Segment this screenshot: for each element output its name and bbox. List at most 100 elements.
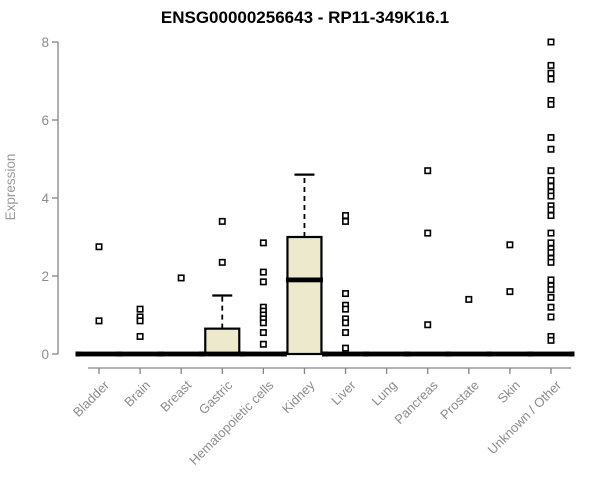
outlier-point [547, 258, 555, 266]
outlier-point [259, 340, 267, 348]
box-group [239, 239, 287, 357]
staple-mark [486, 351, 492, 357]
outlier-point [547, 313, 555, 321]
median-bar [285, 277, 323, 283]
outlier-point [547, 69, 555, 77]
outlier-point [342, 344, 350, 352]
staple-mark [116, 351, 122, 357]
category-label: Prostate [437, 378, 482, 423]
outlier-point [218, 258, 226, 266]
box-rect [204, 327, 241, 356]
outlier-point [547, 38, 555, 46]
y-tick-label: 8 [41, 35, 49, 50]
outlier-point [259, 278, 267, 286]
outlier-point [342, 290, 350, 298]
median-bar [162, 351, 200, 357]
staple-mark [239, 351, 245, 357]
box-rect [286, 235, 323, 356]
outlier-point [259, 268, 267, 276]
outlier-point [547, 182, 555, 190]
category-label: Skin [495, 378, 523, 406]
outlier-point [259, 319, 267, 327]
median-bar [121, 351, 159, 357]
staple-mark [157, 351, 163, 357]
staple-mark [404, 351, 410, 357]
outlier-point [547, 276, 555, 284]
outlier-point [465, 295, 473, 303]
outlier-point [547, 303, 555, 311]
staple-mark [445, 351, 451, 357]
y-tick-label: 6 [41, 113, 49, 128]
outlier-point [547, 176, 555, 184]
staple-mark [322, 351, 328, 357]
outlier-point [547, 75, 555, 83]
outlier-point [342, 329, 350, 337]
outlier-point [342, 319, 350, 327]
outlier-point [547, 336, 555, 344]
median-bar [409, 351, 447, 357]
staple-mark [198, 351, 204, 357]
outlier-point [342, 212, 350, 220]
outlier-point [547, 61, 555, 69]
staple-mark [569, 351, 575, 357]
outlier-point [547, 206, 555, 214]
box-group [404, 167, 452, 357]
box-group [116, 305, 164, 357]
box-group [198, 217, 246, 357]
outlier-point [547, 192, 555, 200]
outlier-point [547, 239, 555, 247]
outlier-point [547, 145, 555, 153]
category-label: Kidney [279, 377, 318, 416]
category-label: Breast [157, 377, 194, 414]
y-axis-label: Expression [3, 154, 18, 221]
median-bar [532, 351, 570, 357]
outlier-point [136, 332, 144, 340]
median-bar [203, 351, 241, 357]
y-axis: 0 2 4 6 8 [41, 35, 59, 362]
category-label: Gastric [196, 377, 236, 417]
outlier-point [547, 286, 555, 294]
outlier-point [547, 134, 555, 142]
outlier-point [547, 229, 555, 237]
category-label: Brain [121, 378, 153, 410]
median-bar [327, 351, 365, 357]
outlier-point [259, 239, 267, 247]
chart-title: ENSG00000256643 - RP11-349K16.1 [160, 8, 450, 27]
category-label: Liver [328, 377, 359, 408]
box-group [363, 351, 411, 357]
box-group [445, 295, 493, 357]
box-group [527, 38, 575, 357]
box-group [280, 173, 328, 357]
outlier-point [218, 217, 226, 225]
staple-mark [363, 351, 369, 357]
box-group [157, 274, 205, 357]
category-label: Bladder [70, 377, 113, 420]
outlier-point [547, 249, 555, 257]
outlier-point [259, 329, 267, 337]
median-bar [80, 351, 118, 357]
outlier-point [95, 243, 103, 251]
outlier-point [506, 288, 514, 296]
outlier-point [95, 317, 103, 325]
outlier-point [506, 241, 514, 249]
outlier-point [424, 229, 432, 237]
box-group [486, 241, 534, 357]
box-group [75, 243, 123, 357]
category-label: Unknown / Other [485, 377, 565, 457]
staple-mark [75, 351, 81, 357]
staple-mark [527, 351, 533, 357]
outlier-point [547, 293, 555, 301]
outlier-point [547, 167, 555, 175]
outlier-point [136, 305, 144, 313]
outlier-point [136, 317, 144, 325]
y-tick-label: 0 [41, 347, 49, 362]
staple-mark [280, 351, 286, 357]
category-label: Lung [369, 378, 400, 409]
outlier-point [424, 321, 432, 329]
category-label: Pancreas [391, 377, 441, 427]
median-bar [491, 351, 529, 357]
box-group [322, 212, 370, 357]
